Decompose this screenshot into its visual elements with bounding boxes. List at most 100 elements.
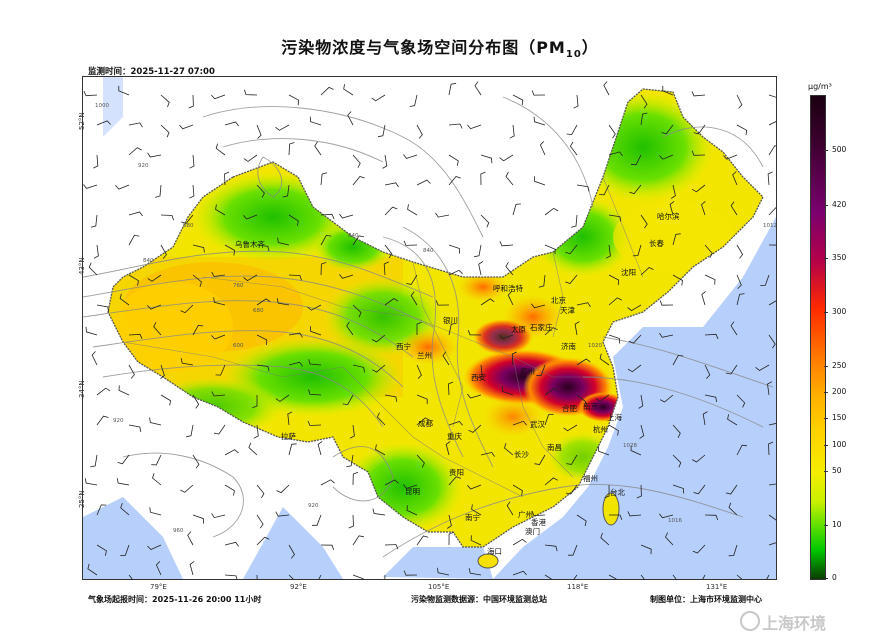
wind-barb: [352, 364, 365, 373]
lat-label: 25°N: [78, 490, 86, 508]
wind-barb: [93, 154, 99, 169]
wind-barb: [736, 274, 742, 289]
wind-barb: [435, 212, 450, 218]
wind-barb: [565, 484, 578, 495]
wind-barb: [662, 85, 674, 96]
wind-barb: [224, 449, 239, 456]
wind-barb: [192, 244, 205, 253]
wind-barb: [275, 394, 290, 402]
city-label: 银川: [443, 316, 458, 325]
wind-barb: [571, 214, 578, 228]
wind-barb: [416, 124, 423, 139]
wind-barb: [320, 544, 335, 551]
wind-barb: [574, 321, 580, 336]
producer: 制图单位：上海市环境监测中心: [650, 595, 762, 604]
wind-barb: [128, 574, 133, 579]
wind-barb: [410, 291, 418, 306]
wind-barb: [723, 154, 738, 160]
city-label: 长沙: [514, 449, 529, 459]
wind-barb: [768, 145, 776, 156]
wind-barb: [448, 421, 463, 426]
wind-barb: [608, 124, 616, 139]
wind-barb: [736, 444, 748, 456]
wind-barb: [224, 244, 236, 256]
wind-barb: [573, 574, 578, 579]
wind-barb: [318, 574, 322, 579]
wind-barb: [416, 454, 425, 468]
wind-barb: [573, 94, 579, 109]
city-label: 武汉: [530, 419, 545, 429]
wind-barb: [211, 391, 226, 397]
wind-barb: [576, 394, 587, 407]
wind-barb: [539, 141, 546, 156]
wind-barb: [768, 514, 776, 521]
wind-barb: [342, 394, 354, 406]
wind-barb: [693, 484, 706, 495]
wind-barb: [507, 291, 514, 306]
wind-barb: [506, 501, 514, 516]
wind-barb: [531, 90, 546, 96]
wind-barb: [512, 420, 527, 426]
contour-label: 840: [423, 248, 434, 254]
wind-barb: [467, 484, 482, 490]
wind-barb: [499, 241, 514, 247]
wind-barb: [90, 214, 98, 228]
wind-barb: [244, 89, 258, 96]
wind-barb: [725, 484, 738, 495]
wind-barb: [474, 81, 482, 96]
wind-barb: [609, 514, 623, 520]
wind-barb: [640, 94, 648, 109]
wind-barb: [599, 184, 610, 196]
wind-barb: [534, 454, 546, 465]
wind-barb: [480, 171, 486, 186]
wind-barb: [288, 142, 295, 156]
wind-barb: [349, 424, 355, 439]
wind-barb: [692, 544, 706, 554]
wind-barb: [403, 484, 418, 489]
wind-barb: [288, 214, 299, 226]
wind-barb: [448, 154, 459, 166]
wind-barb: [213, 424, 226, 435]
city-label: 呼和浩特: [493, 283, 523, 293]
wind-barb: [768, 300, 776, 306]
wind-barb: [630, 445, 642, 456]
city-label: 天津: [560, 306, 575, 315]
wind-barb: [467, 393, 482, 399]
wind-barb: [736, 293, 745, 306]
city-label: 北京: [551, 295, 566, 305]
wind-barb: [478, 261, 484, 276]
city-label: 哈尔滨: [657, 211, 680, 221]
wind-barb: [211, 271, 226, 277]
wind-barb: [128, 211, 143, 217]
wind-barb: [608, 424, 619, 436]
wind-barb: [90, 454, 98, 468]
wind-barb: [728, 502, 738, 516]
wind-barb: [659, 332, 674, 338]
wind-barb: [371, 334, 386, 343]
wind-barb: [608, 574, 617, 579]
wind-barb: [636, 484, 642, 499]
wind-barb: [115, 184, 130, 190]
wind-barb: [704, 274, 716, 285]
wind-barb: [701, 291, 706, 306]
wind-barb: [448, 176, 461, 186]
wind-barb: [576, 358, 591, 366]
wind-barb: [314, 141, 322, 156]
wind-barb: [155, 561, 162, 576]
city-label: 贵阳: [449, 467, 464, 477]
wind-barb: [187, 531, 194, 546]
wind-barb: [376, 412, 386, 426]
city-label: 海口: [487, 546, 502, 556]
wind-barb: [347, 111, 354, 126]
wind-barb: [371, 94, 386, 102]
wind-barb: [253, 424, 259, 439]
contour-label: 1016: [668, 518, 682, 524]
wind-barb: [96, 415, 109, 426]
contour-label: 760: [233, 283, 244, 289]
wind-barb: [512, 94, 524, 106]
wind-barb: [288, 274, 302, 281]
contour-label: 1020: [588, 343, 602, 349]
wind-barb: [256, 574, 258, 579]
wind-barb: [768, 121, 776, 126]
wind-barb: [215, 204, 226, 216]
